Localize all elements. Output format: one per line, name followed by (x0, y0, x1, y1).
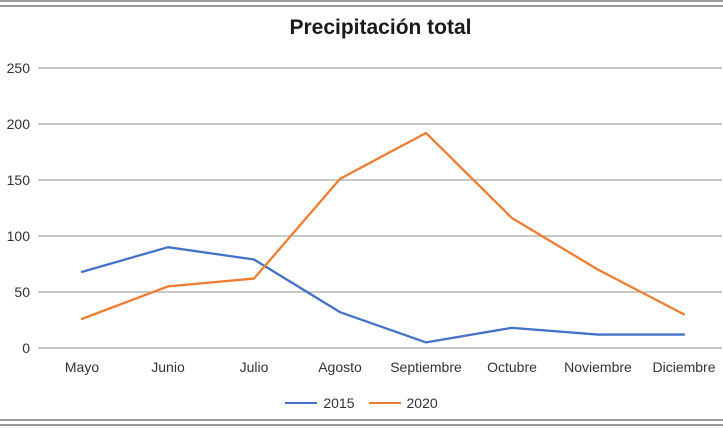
series-line-2020 (80, 131, 686, 321)
y-axis-tick-label: 200 (7, 116, 31, 132)
x-axis-category-label: Agosto (318, 359, 362, 375)
frame-border-bottom-outer (0, 419, 723, 421)
frame-border-top-outer (0, 0, 723, 2)
x-axis-category-label: Junio (151, 359, 185, 375)
y-axis-tick-label: 250 (7, 60, 31, 76)
x-axis-category-label: Noviembre (564, 359, 632, 375)
x-axis-category-label: Octubre (487, 359, 537, 375)
legend-item-2015[interactable]: 2015 (285, 395, 355, 411)
frame-border-bottom-inner (0, 424, 723, 426)
x-axis-category-label: Mayo (65, 359, 99, 375)
chart-title: Precipitación total (289, 16, 472, 39)
legend-line-swatch (285, 401, 318, 405)
legend-label: 2015 (323, 395, 355, 411)
legend-item-2020[interactable]: 2020 (368, 395, 438, 411)
y-axis-tick-label: 150 (7, 172, 31, 188)
x-axis-category-label: Julio (240, 359, 269, 375)
frame-border-top-inner (0, 5, 723, 7)
y-axis-tick-label: 100 (7, 228, 31, 244)
y-axis-tick-label: 0 (22, 340, 30, 356)
chart-legend: 2015 2020 (0, 393, 723, 413)
legend-label: 2020 (406, 395, 438, 411)
legend-line-swatch (368, 401, 401, 405)
x-axis-category-label: Septiembre (390, 359, 462, 375)
series-line-2015 (80, 246, 686, 344)
y-axis-tick-label: 50 (14, 284, 30, 300)
x-axis-category-label: Diciembre (652, 359, 715, 375)
